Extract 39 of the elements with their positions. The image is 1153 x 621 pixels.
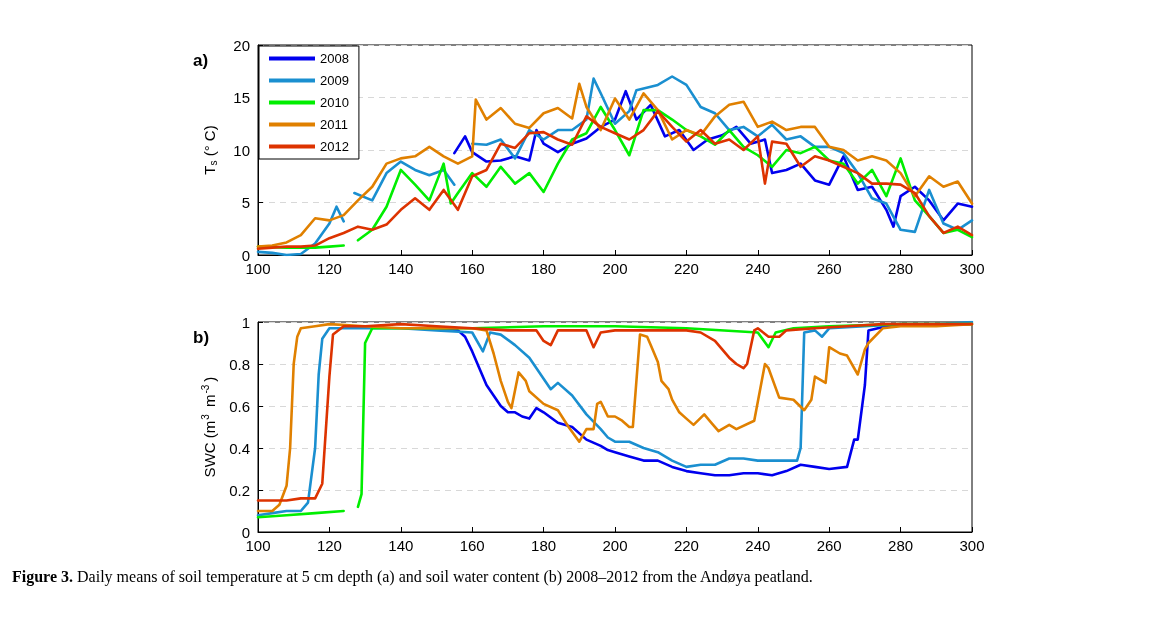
x-tick-label: 180: [531, 537, 557, 554]
x-tick-label: 200: [602, 537, 628, 554]
y-tick-label: 0.4: [229, 439, 250, 457]
y-tick-label: 10: [233, 141, 250, 159]
x-tick-label: 280: [888, 537, 914, 554]
y-tick-label: 15: [233, 89, 250, 106]
caption: Figure 3. Daily means of soil temperature at 5 cm depth (a) and soil water content (b) 2008–2012 from the Andøya peatland.: [12, 567, 813, 586]
x-tick-label: 120: [316, 537, 342, 554]
x-tick-label: 300: [959, 260, 985, 277]
y-axis-title: SWC (m3 m-3): [199, 376, 218, 478]
y-tick-label: 0.6: [229, 397, 250, 415]
y-tick-label: 5: [241, 194, 250, 211]
chart-title: b): [193, 328, 210, 347]
y-tick-label: 0.8: [229, 355, 250, 373]
x-tick-label: 140: [388, 537, 414, 554]
y-tick-label: 20: [233, 36, 250, 54]
x-tick-label: 300: [959, 537, 985, 554]
x-tick-label: 240: [745, 537, 771, 554]
legend-label: 2008: [320, 51, 349, 66]
legend-label: 2012: [320, 139, 349, 154]
x-tick-label: 180: [531, 260, 557, 277]
x-tick-label: 260: [816, 537, 842, 554]
chart-title: a): [193, 51, 209, 70]
legend-label: 2011: [320, 117, 348, 132]
x-tick-label: 120: [316, 260, 342, 277]
x-tick-label: 220: [673, 537, 699, 554]
legend-label: 2010: [320, 95, 349, 110]
y-axis-title: Ts (° C): [200, 125, 219, 175]
x-tick-label: 220: [673, 260, 699, 277]
x-tick-label: 160: [459, 537, 485, 554]
y-tick-label: 0.2: [229, 481, 250, 499]
y-tick-label: 1: [241, 313, 250, 331]
x-tick-label: 200: [602, 260, 628, 277]
x-tick-label: 280: [888, 260, 914, 277]
x-tick-label: 240: [745, 260, 771, 277]
legend-label: 2009: [320, 73, 349, 88]
x-tick-label: 260: [816, 260, 842, 277]
x-tick-label: 160: [459, 260, 485, 277]
x-tick-label: 140: [388, 260, 414, 277]
